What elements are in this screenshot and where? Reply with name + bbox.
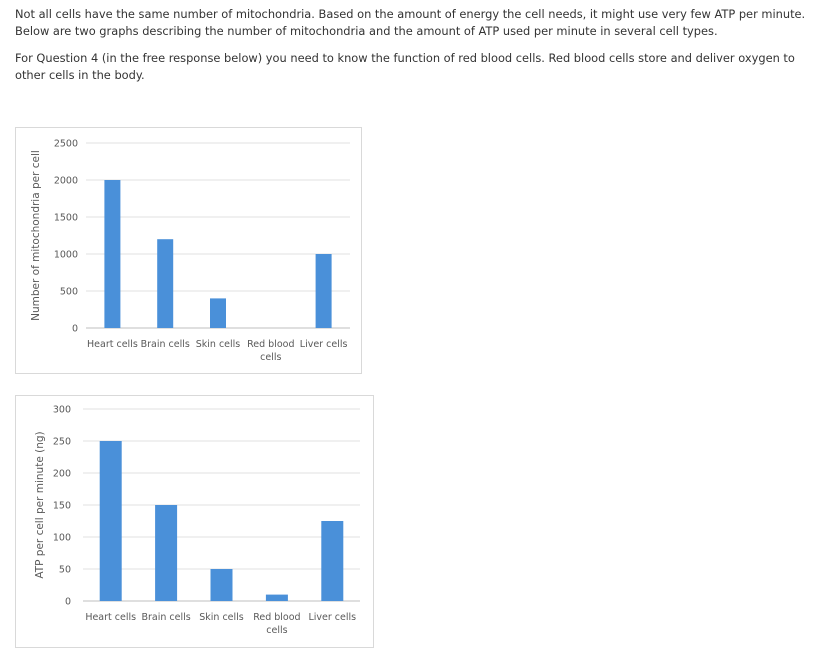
x-tick-label: Skin cells	[199, 612, 244, 623]
y-tick-label: 250	[53, 437, 71, 448]
x-tick-label: cells	[260, 352, 281, 363]
x-tick-label: Red blood	[253, 612, 300, 623]
y-tick-label: 50	[59, 565, 71, 576]
intro-paragraph: Not all cells have the same number of mi…	[15, 7, 806, 38]
y-tick-label: 1000	[54, 250, 78, 261]
x-tick-label: Brain cells	[141, 612, 190, 623]
x-tick-label: cells	[266, 625, 287, 636]
bar	[265, 594, 288, 601]
x-tick-label: Heart cells	[87, 339, 138, 350]
x-tick-label: Red blood	[247, 339, 294, 350]
x-tick-label: Skin cells	[196, 339, 241, 350]
bar	[99, 441, 122, 601]
bar	[155, 505, 178, 601]
bar	[210, 298, 226, 328]
y-axis-label: Number of mitochondria per cell	[30, 150, 42, 321]
question-note-paragraph: For Question 4 (in the free response bel…	[15, 51, 795, 82]
x-tick-label: Brain cells	[141, 339, 190, 350]
y-tick-label: 150	[53, 501, 71, 512]
y-tick-label: 200	[53, 469, 71, 480]
bar	[210, 569, 233, 601]
y-tick-label: 2000	[54, 176, 78, 187]
y-tick-label: 300	[53, 405, 71, 416]
mitochondria-chart-svg: 0 500 1000 1500 2000 2500 Number of mitochondr…	[30, 139, 350, 363]
y-tick-label: 0	[65, 597, 71, 608]
bar	[315, 254, 332, 328]
mitochondria-chart: 0 500 1000 1500 2000 2500 Number of mitochondr…	[15, 127, 362, 374]
x-tick-label: Liver cells	[300, 339, 348, 350]
x-tick-label: Heart cells	[85, 612, 136, 623]
y-tick-label: 100	[53, 533, 71, 544]
y-tick-label: 0	[72, 324, 78, 335]
atp-chart-svg: 0 50 100 150 200 250 300 ATP per cell per minut…	[34, 405, 360, 636]
y-axis-label: ATP per cell per minute (ng)	[34, 431, 46, 578]
y-tick-label: 500	[60, 287, 78, 298]
y-tick-label: 1500	[54, 213, 78, 224]
bar	[104, 180, 121, 328]
bar	[157, 239, 174, 328]
y-tick-label: 2500	[54, 139, 78, 150]
x-tick-label: Liver cells	[308, 612, 356, 623]
atp-chart: 0 50 100 150 200 250 300 ATP per cell per minut…	[15, 395, 374, 648]
bar	[321, 521, 344, 601]
